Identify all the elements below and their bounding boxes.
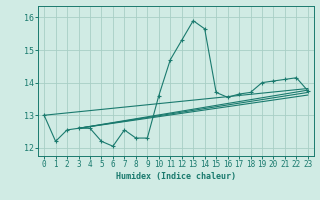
X-axis label: Humidex (Indice chaleur): Humidex (Indice chaleur) (116, 172, 236, 181)
